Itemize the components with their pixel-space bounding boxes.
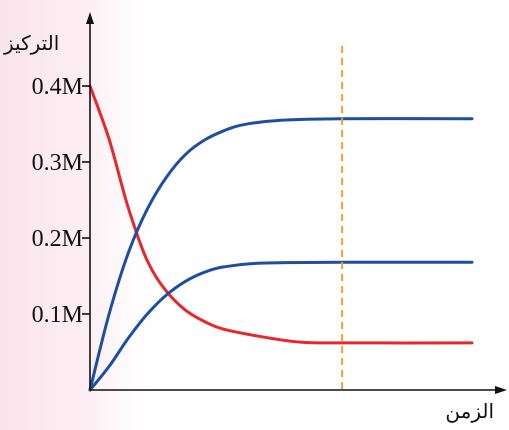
y-tick-label: 0.3M bbox=[32, 150, 83, 176]
x-axis-arrow bbox=[495, 386, 507, 394]
background-band bbox=[0, 0, 165, 430]
series-line-3 bbox=[88, 260, 474, 392]
x-axis-label: الزمن bbox=[445, 399, 494, 423]
y-axis-arrow bbox=[86, 12, 94, 24]
y-tick-label: 0.1M bbox=[32, 302, 83, 328]
ticks-layer: 0.1M 0.2M 0.3M 0.4M bbox=[32, 74, 90, 328]
y-tick-label: 0.2M bbox=[32, 226, 83, 252]
series-layer bbox=[88, 84, 474, 392]
axes-layer bbox=[86, 12, 507, 394]
y-axis-label: التركيز bbox=[3, 31, 59, 55]
series-line-2 bbox=[88, 117, 474, 392]
y-tick-label: 0.4M bbox=[32, 74, 83, 100]
series-line-1 bbox=[88, 84, 474, 345]
